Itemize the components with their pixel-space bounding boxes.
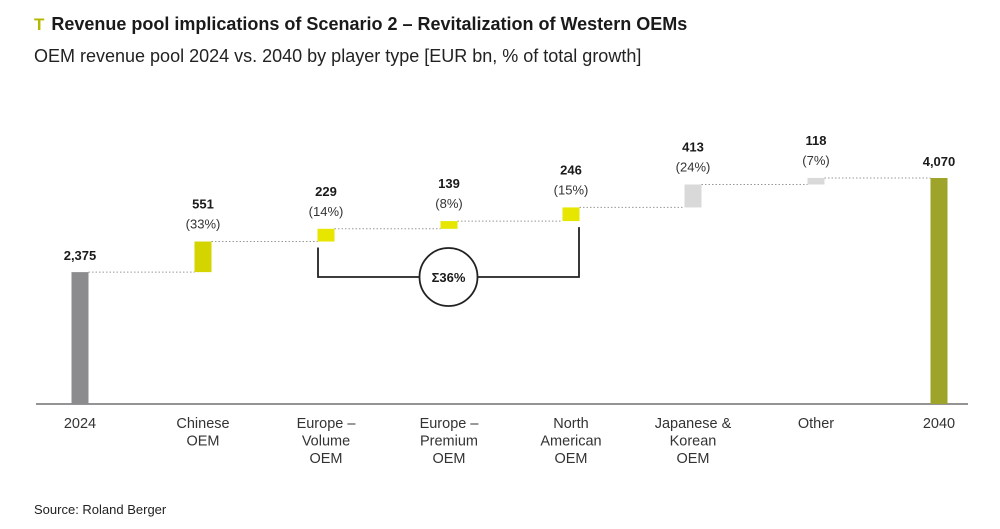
share-label-1: (33%) — [186, 217, 221, 232]
category-label-5-2: OEM — [676, 451, 709, 467]
category-label-3-1: Premium — [420, 434, 478, 450]
category-label-4-1: American — [540, 434, 601, 450]
category-label-4-2: OEM — [554, 451, 587, 467]
value-label-4: 246 — [560, 162, 582, 177]
bar-6 — [807, 177, 825, 185]
sum-circle — [418, 247, 479, 307]
chart-subtitle: OEM revenue pool 2024 vs. 2040 by player… — [34, 46, 642, 66]
share-label-2: (14%) — [309, 204, 344, 219]
bar-7 — [930, 178, 948, 404]
value-label-6: 118 — [806, 133, 827, 148]
sum-label: Σ36% — [432, 270, 466, 285]
value-label-1: 551 — [192, 197, 214, 212]
chart-header: T Revenue pool implications of Scenario … — [34, 14, 687, 35]
bar-0 — [71, 272, 89, 404]
category-label-2-2: OEM — [309, 451, 342, 467]
category-label-7-0: 2040 — [923, 416, 955, 432]
category-label-2-0: Europe – — [297, 416, 357, 432]
bar-4 — [562, 207, 580, 222]
category-label-1-1: OEM — [186, 434, 219, 450]
share-label-3: (8%) — [435, 196, 462, 211]
bar-3 — [440, 221, 458, 229]
value-label-3: 139 — [438, 176, 460, 191]
category-label-4-0: North — [553, 416, 588, 432]
value-label-7: 4,070 — [923, 154, 956, 169]
category-label-5-1: Korean — [670, 434, 717, 450]
share-label-5: (24%) — [676, 159, 711, 174]
chart-title: Revenue pool implications of Scenario 2 … — [51, 14, 688, 34]
category-label-3-2: OEM — [432, 451, 465, 467]
bar-2 — [317, 228, 335, 242]
category-label-5-0: Japanese & — [655, 416, 732, 432]
bar-5 — [684, 184, 702, 208]
category-label-3-0: Europe – — [420, 416, 480, 432]
share-label-4: (15%) — [554, 182, 589, 197]
source-note: Source: Roland Berger — [34, 502, 167, 517]
bar-1 — [194, 241, 212, 273]
share-label-6: (7%) — [802, 153, 829, 168]
value-label-2: 229 — [315, 184, 337, 199]
title-marker: T — [34, 15, 45, 34]
value-label-0: 2,375 — [64, 248, 97, 263]
value-label-5: 413 — [682, 139, 704, 154]
category-label-6-0: Other — [798, 416, 834, 432]
category-label-2-1: Volume — [302, 434, 350, 450]
category-label-0-0: 2024 — [64, 416, 96, 432]
category-label-1-0: Chinese — [176, 416, 229, 432]
